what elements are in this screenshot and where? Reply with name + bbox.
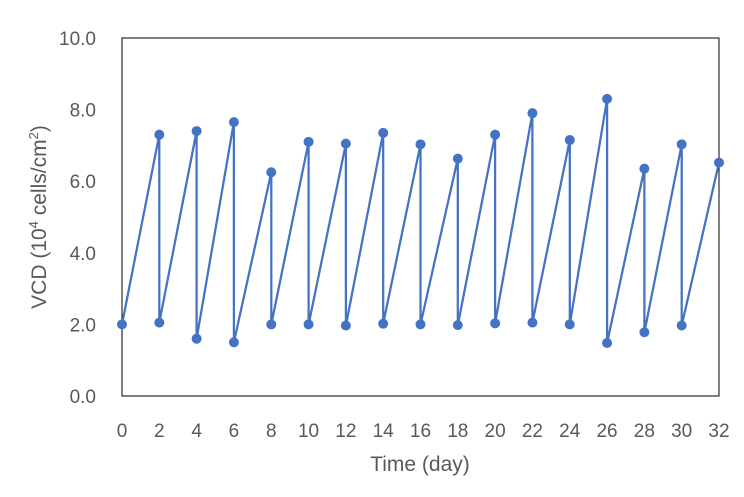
data-point bbox=[602, 93, 613, 104]
x-tick-label: 6 bbox=[229, 421, 240, 442]
y-axis-title-suffix: ) bbox=[28, 125, 51, 132]
data-point bbox=[527, 317, 538, 328]
y-tick-label: 8.0 bbox=[70, 101, 96, 122]
plot-area bbox=[121, 37, 720, 397]
data-point bbox=[415, 139, 426, 150]
data-point bbox=[378, 127, 389, 138]
data-point bbox=[527, 108, 538, 119]
data-point bbox=[452, 320, 463, 331]
x-tick-label: 24 bbox=[559, 421, 581, 442]
y-axis-title-middle: cells/cm bbox=[28, 139, 51, 221]
data-point bbox=[154, 129, 165, 140]
x-tick-label: 2 bbox=[154, 421, 165, 442]
series-line bbox=[120, 97, 721, 345]
x-tick-label: 30 bbox=[671, 421, 692, 442]
x-tick-label: 20 bbox=[485, 421, 506, 442]
x-tick-label: 0 bbox=[117, 421, 128, 442]
data-point bbox=[452, 153, 463, 164]
data-point bbox=[266, 167, 277, 178]
x-tick-label: 16 bbox=[410, 421, 431, 442]
data-point bbox=[639, 327, 650, 338]
y-axis-title-exponent-2: 2 bbox=[26, 132, 41, 139]
data-point bbox=[639, 163, 650, 174]
y-axis-title-prefix: VCD (10 bbox=[28, 228, 51, 309]
y-tick-label: 6.0 bbox=[70, 172, 96, 193]
x-tick-label: 8 bbox=[266, 421, 277, 442]
data-point bbox=[340, 320, 351, 331]
data-point bbox=[228, 117, 239, 128]
y-axis-title-exponent-1: 4 bbox=[26, 221, 41, 228]
x-tick-label: 10 bbox=[298, 421, 319, 442]
y-tick-label: 10.0 bbox=[59, 29, 96, 50]
data-point bbox=[714, 157, 724, 168]
data-point bbox=[490, 318, 501, 329]
y-tick-label: 4.0 bbox=[70, 244, 96, 265]
data-point bbox=[564, 135, 575, 146]
data-point bbox=[676, 320, 687, 331]
x-tick-label: 12 bbox=[335, 421, 356, 442]
data-point bbox=[602, 338, 613, 349]
data-point bbox=[191, 333, 202, 344]
data-point bbox=[564, 319, 575, 330]
x-tick-label: 22 bbox=[522, 421, 543, 442]
data-point bbox=[415, 319, 426, 330]
data-point bbox=[303, 136, 314, 147]
data-point bbox=[490, 129, 501, 140]
y-tick-label: 0.0 bbox=[70, 387, 96, 408]
data-point bbox=[266, 319, 277, 330]
x-tick-label: 32 bbox=[708, 421, 729, 442]
x-tick-label: 14 bbox=[373, 421, 395, 442]
data-point bbox=[154, 317, 165, 328]
data-point bbox=[340, 138, 351, 149]
data-point bbox=[191, 126, 202, 137]
data-point bbox=[117, 319, 127, 330]
data-point bbox=[228, 337, 239, 348]
data-point bbox=[378, 318, 389, 329]
x-tick-label: 28 bbox=[634, 421, 655, 442]
y-tick-label: 2.0 bbox=[70, 315, 96, 336]
x-tick-label: 18 bbox=[447, 421, 468, 442]
data-point bbox=[303, 319, 314, 330]
y-axis-title: VCD (104 cells/cm2) bbox=[26, 125, 51, 309]
x-tick-label: 4 bbox=[191, 421, 202, 442]
x-axis-ticks: 0 2 4 6 8 10 12 14 16 18 20 22 24 26 28 30 32 bbox=[117, 421, 730, 442]
data-point bbox=[676, 139, 687, 150]
series-layer bbox=[117, 93, 724, 349]
y-axis-ticks: 0.0 2.0 4.0 6.0 8.0 10.0 bbox=[59, 29, 96, 408]
x-tick-label: 26 bbox=[596, 421, 617, 442]
x-axis-title: Time (day) bbox=[370, 453, 470, 476]
